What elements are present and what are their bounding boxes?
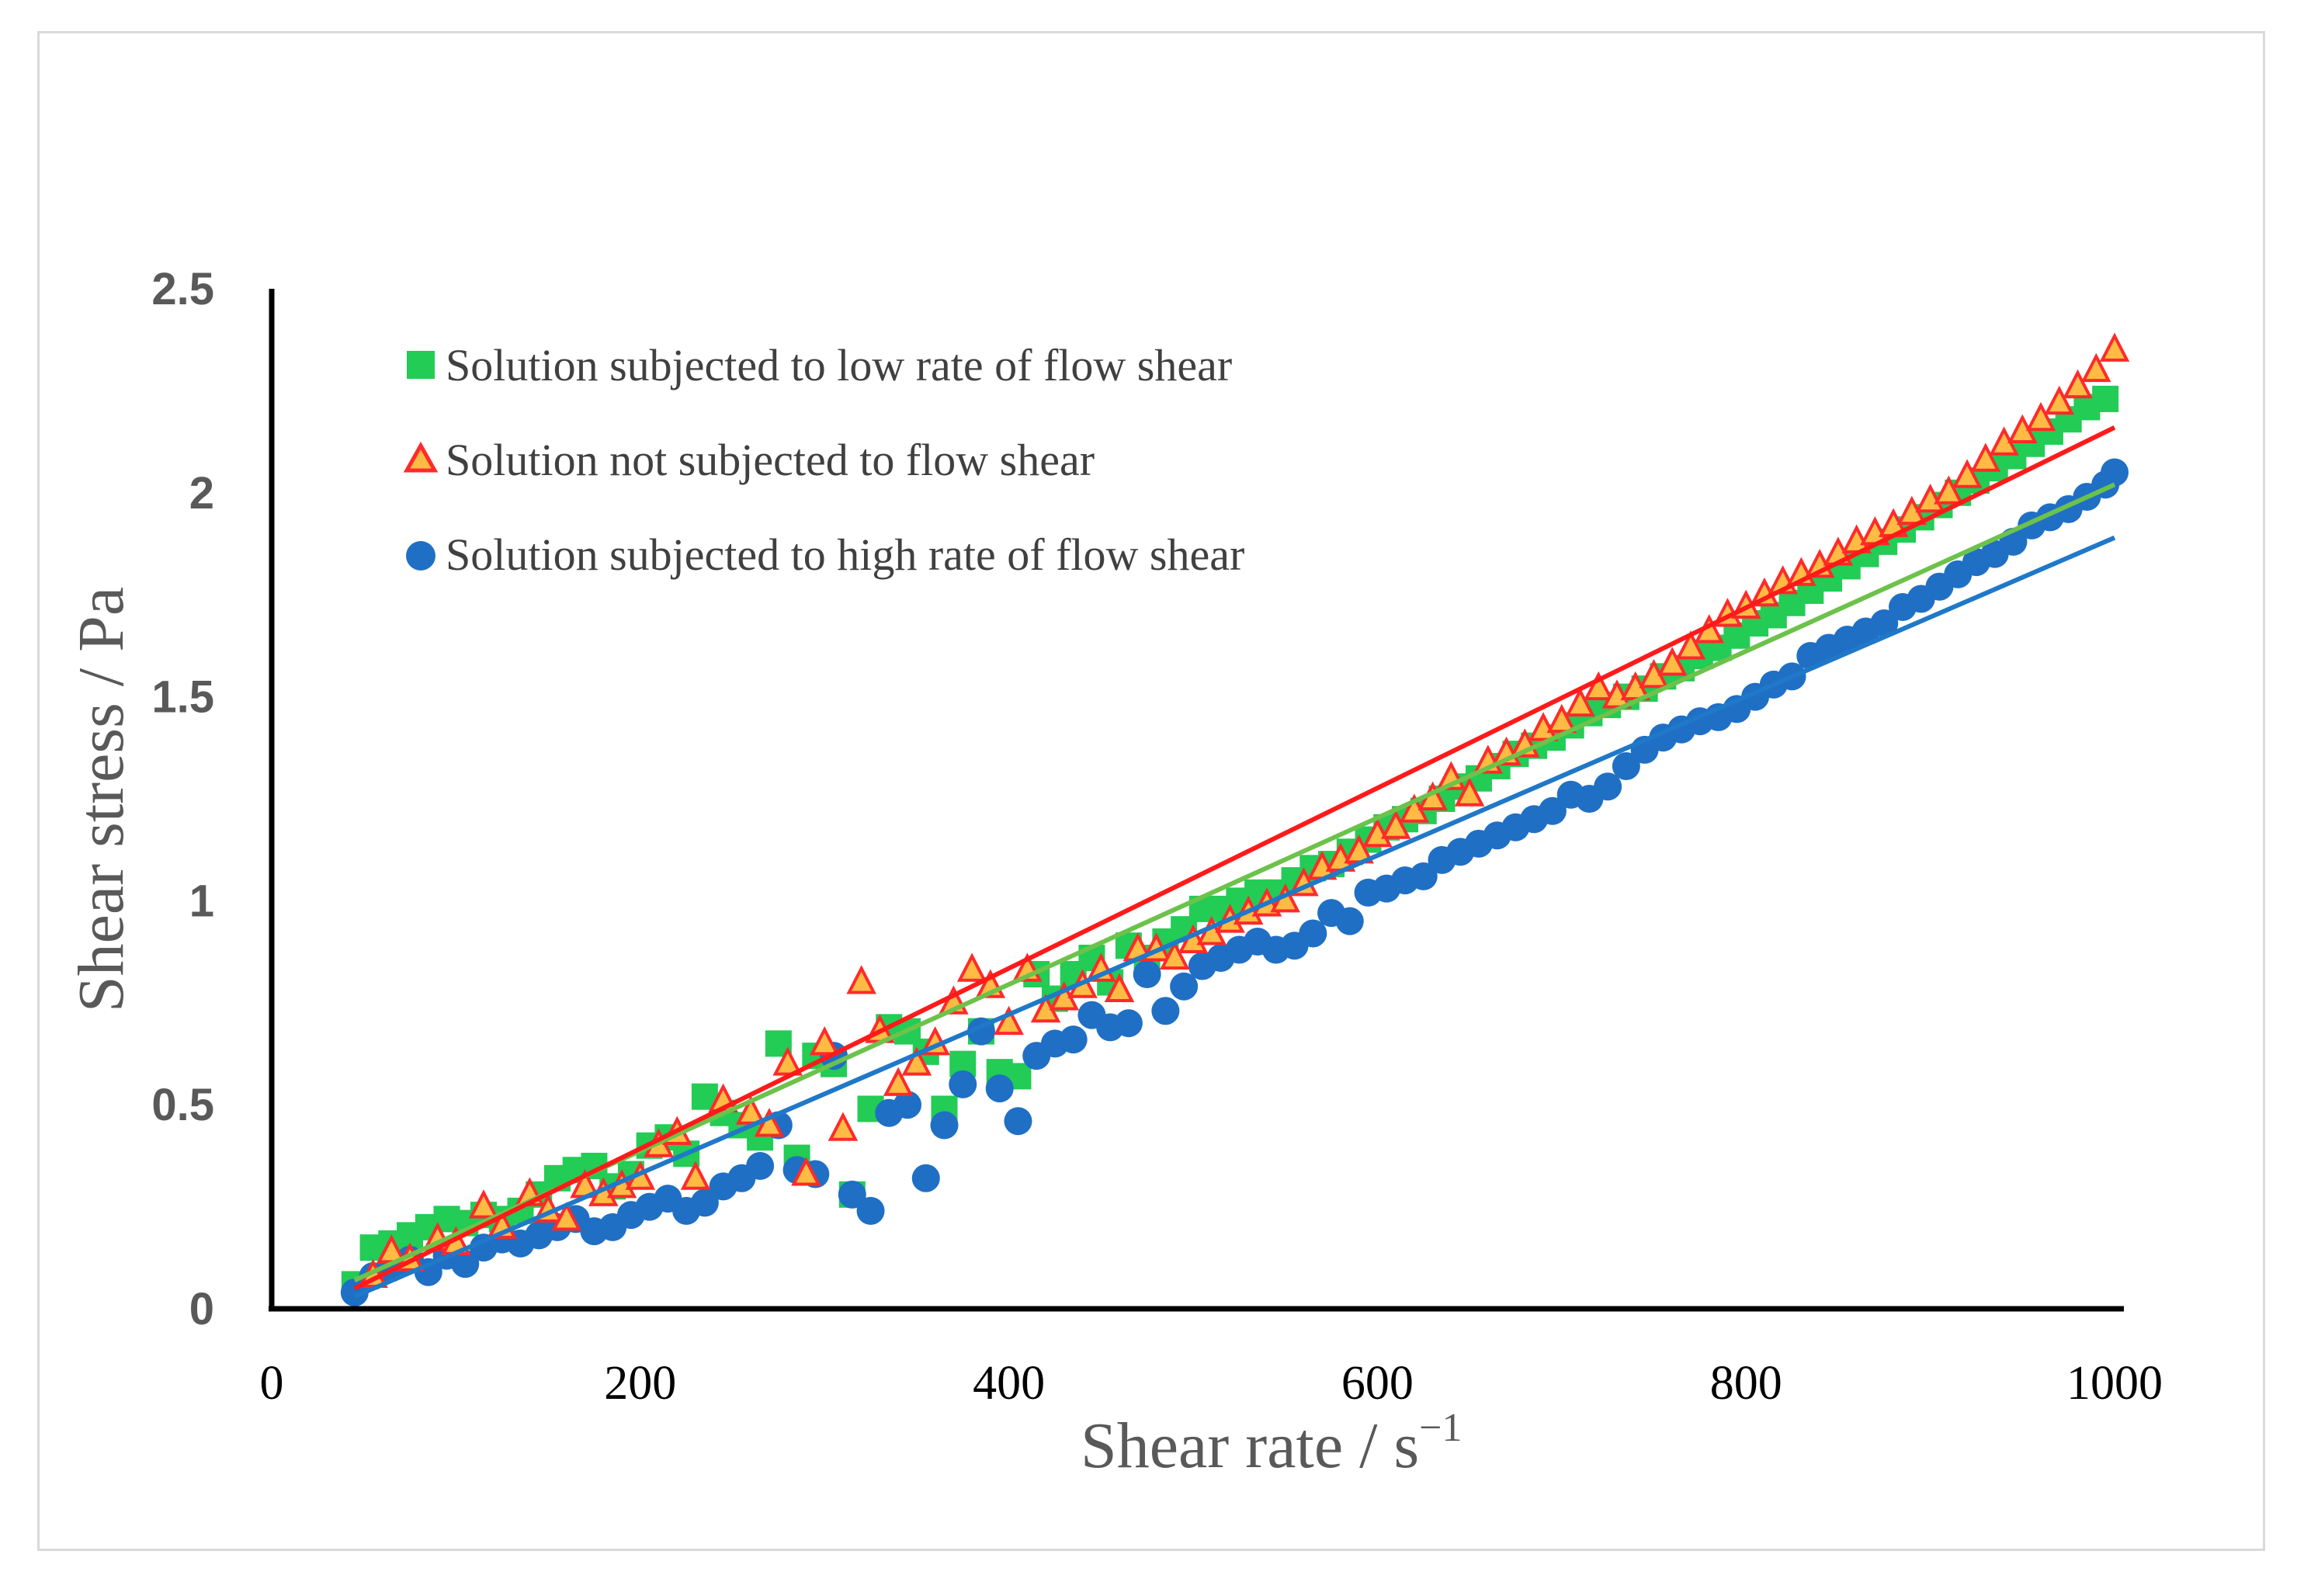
data-points — [340, 332, 2130, 1306]
no-shear-point — [1565, 687, 1595, 717]
legend-item-no-shear: Solution not subjected to flow shear — [403, 435, 1095, 485]
no-shear-point — [1934, 475, 1964, 505]
no-shear-point — [1952, 459, 1983, 488]
high-shear-point — [451, 1250, 480, 1279]
no-shear-point — [1362, 817, 1393, 848]
no-shear-point — [994, 1005, 1024, 1036]
x-axis-title: Shear rate / s−1 — [1081, 1406, 1463, 1482]
high-shear-point — [1870, 609, 1899, 637]
high-shear-point — [1133, 960, 1161, 989]
no-shear-point — [1970, 442, 2001, 472]
no-shear-point — [809, 1025, 840, 1056]
legend-circle-marker — [406, 541, 435, 571]
x-tick-label: 1000 — [2066, 1357, 2163, 1410]
legend: Solution subjected to low rate of flow s… — [403, 340, 1244, 580]
no-shear-point — [1675, 630, 1706, 660]
axes — [269, 289, 2124, 1312]
high-shear-point — [985, 1074, 1014, 1103]
legend-label-high-shear: Solution subjected to high rate of flow … — [446, 529, 1244, 580]
no-shear-trendline — [353, 425, 2116, 1291]
high-shear-point — [838, 1180, 866, 1209]
no-shear-point — [468, 1189, 499, 1219]
x-axis-title-superscript: −1 — [1419, 1406, 1462, 1450]
no-shear-point — [735, 1095, 766, 1125]
legend-label-no-shear: Solution not subjected to flow shear — [446, 435, 1095, 485]
no-shear-point — [2063, 369, 2093, 399]
legend-item-high-shear: Solution subjected to high rate of flow … — [406, 529, 1244, 580]
y-tick-label: 0.5 — [151, 1080, 214, 1130]
high-shear-point — [911, 1164, 940, 1192]
no-shear-point — [2044, 385, 2075, 415]
no-shear-point — [1104, 973, 1135, 1003]
no-shear-point — [828, 1112, 859, 1141]
legend-square-marker — [407, 351, 435, 379]
no-shear-point — [1657, 647, 1688, 676]
no-shear-point — [1159, 940, 1190, 970]
high-shear-point — [1114, 1009, 1143, 1038]
y-tick-label: 1 — [189, 876, 214, 926]
no-shear-point — [2080, 352, 2111, 383]
no-shear-point — [1528, 712, 1559, 741]
high-shear-point — [1538, 796, 1567, 825]
high-shear-point — [1409, 862, 1438, 890]
x-tick-label: 600 — [1341, 1357, 1414, 1410]
high-shear-point — [1059, 1025, 1088, 1054]
high-shear-point — [746, 1152, 775, 1181]
legend-triangle-marker — [403, 441, 439, 473]
no-shear-point — [846, 965, 876, 994]
chart-frame — [37, 31, 2265, 1551]
high-shear-point — [1612, 751, 1640, 780]
tick-labels: 0 200 400 600 800 1000 0 0.5 1 1.5 2 2.5 — [151, 264, 2163, 1410]
y-tick-label: 0 — [189, 1284, 214, 1334]
no-shear-point — [1601, 679, 1633, 709]
no-shear-point — [791, 1157, 821, 1186]
y-axis-title: Shear stress / Pa — [65, 587, 137, 1012]
no-shear-point — [1454, 777, 1485, 807]
high-shear-point — [856, 1196, 885, 1225]
x-tick-label: 800 — [1710, 1357, 1782, 1410]
no-shear-point — [2025, 401, 2056, 432]
high-shear-point — [1151, 997, 1180, 1025]
no-shear-point — [2099, 332, 2130, 362]
low-shear-trendline — [353, 482, 2116, 1282]
high-shear-point — [690, 1188, 719, 1217]
x-tick-label: 200 — [604, 1357, 676, 1410]
no-shear-point — [883, 1067, 914, 1096]
high-shear-point — [1004, 1107, 1032, 1136]
no-shear-point — [1915, 483, 1945, 513]
no-shear-point — [1583, 671, 1614, 701]
no-shear-point — [551, 1202, 582, 1231]
no-shear-point — [901, 1046, 932, 1076]
high-shear-point — [1594, 772, 1622, 801]
x-axis-title-text: Shear rate / s — [1081, 1410, 1419, 1482]
x-tick-label: 400 — [973, 1357, 1045, 1410]
high-shear-point — [1299, 919, 1327, 948]
y-tick-label: 2 — [189, 468, 214, 519]
no-shear-point — [680, 1161, 711, 1190]
no-shear-point — [1546, 703, 1577, 734]
high-shear-point — [949, 1070, 977, 1098]
no-shear-point — [754, 1108, 785, 1137]
legend-item-low-shear: Solution subjected to low rate of flow s… — [407, 340, 1232, 390]
y-tick-label: 2.5 — [151, 264, 214, 314]
high-shear-point — [2101, 458, 2129, 487]
no-shear-point — [956, 952, 987, 982]
high-shear-trendline — [353, 535, 2116, 1299]
high-shear-point — [930, 1111, 959, 1140]
no-shear-point — [1380, 810, 1411, 839]
high-shear-point — [893, 1091, 922, 1119]
high-shear-point — [1170, 972, 1199, 1001]
y-tick-label: 1.5 — [151, 672, 214, 723]
x-tick-label: 0 — [260, 1357, 284, 1410]
high-shear-point — [1335, 907, 1364, 935]
low-shear-point — [2092, 385, 2119, 412]
legend-label-low-shear: Solution subjected to low rate of flow s… — [446, 340, 1232, 390]
